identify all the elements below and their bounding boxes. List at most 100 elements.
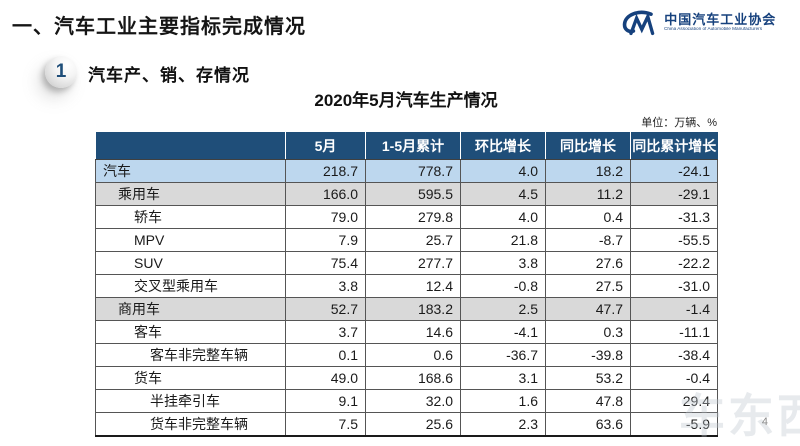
cell-value: 3.7 [285,320,366,344]
cell-value: 4.0 [460,159,546,183]
caam-logo-text: 中国汽车工业协会 China Association of Automobile… [664,11,790,34]
cell-value: -29.1 [630,182,718,206]
cell-value: 2.5 [460,297,546,321]
cell-value: 9.1 [285,389,366,413]
table-row: SUV 75.4 277.7 3.8 27.6 -22.2 [95,251,718,275]
cell-value: 63.6 [545,412,631,437]
production-table-block: 2020年5月汽车生产情况 单位：万辆、% 5月 1-5月累计 环比增长 同比增长 同比… [95,86,718,437]
cell-value: 4.0 [460,205,546,229]
row-label: MPV [95,228,286,252]
table-row: 半挂牵引车 9.1 32.0 1.6 47.8 29.4 [95,389,718,413]
cell-value: 75.4 [285,251,366,275]
cell-value: 14.6 [365,320,461,344]
cell-value: -38.4 [630,343,718,367]
table-row: 交叉型乘用车 3.8 12.4 -0.8 27.5 -31.0 [95,274,718,298]
cell-value: 12.4 [365,274,461,298]
cell-value: 778.7 [365,159,461,183]
cell-value: 27.6 [545,251,631,275]
cell-value: 218.7 [285,159,366,183]
row-label: 乘用车 [95,182,286,206]
cell-value: 183.2 [365,297,461,321]
table-row: 商用车 52.7 183.2 2.5 47.7 -1.4 [95,297,718,321]
row-label: 货车 [95,366,286,390]
table-row: 客车 3.7 14.6 -4.1 0.3 -11.1 [95,320,718,344]
cell-value: 11.2 [545,182,631,206]
row-label: 汽车 [95,159,286,183]
cell-value: -39.8 [545,343,631,367]
cell-value: -24.1 [630,159,718,183]
table-title: 2020年5月汽车生产情况 [314,91,498,110]
cell-value: 168.6 [365,366,461,390]
page-title: 一、汽车工业主要指标完成情况 [12,16,306,38]
cell-value: -0.4 [630,366,718,390]
cell-value: 0.1 [285,343,366,367]
column-header: 1-5月累计 [365,132,461,160]
cell-value: 595.5 [365,182,461,206]
table-header: 5月 1-5月累计 环比增长 同比增长 同比累计增长 [95,132,718,160]
cell-value: 49.0 [285,366,366,390]
cell-value: 47.7 [545,297,631,321]
cell-value: 53.2 [545,366,631,390]
cell-value: 25.7 [365,228,461,252]
caam-cm-icon [623,10,655,36]
unit-label: 单位：万辆、% [641,117,717,129]
row-label: 客车非完整车辆 [95,343,286,367]
cell-value: -4.1 [460,320,546,344]
caam-name-en: China Association of Automobile Manufact… [664,26,763,32]
cell-value: 0.6 [365,343,461,367]
cell-value: -11.1 [630,320,718,344]
cell-value: 0.4 [545,205,631,229]
cell-value: 1.6 [460,389,546,413]
cell-value: 7.9 [285,228,366,252]
cell-value: 25.6 [365,412,461,437]
table-row: 轿车 79.0 279.8 4.0 0.4 -31.3 [95,205,718,229]
column-header: 5月 [285,132,366,160]
table-row: 乘用车 166.0 595.5 4.5 11.2 -29.1 [95,182,718,206]
cell-value: 279.8 [365,205,461,229]
section-number-badge: 1 [45,56,77,88]
cell-value: 52.7 [285,297,366,321]
cell-value: 29.4 [630,389,718,413]
caam-logo: 中国汽车工业协会 China Association of Automobile… [619,8,790,38]
row-label: SUV [95,251,286,275]
cell-value: -31.3 [630,205,718,229]
cell-value: 27.5 [545,274,631,298]
column-header: 环比增长 [460,132,546,160]
cell-value: 277.7 [365,251,461,275]
cell-value: -0.8 [460,274,546,298]
table-row: 货车 49.0 168.6 3.1 53.2 -0.4 [95,366,718,390]
table-row: 货车非完整车辆 7.5 25.6 2.3 63.6 -5.9 [95,412,718,437]
cell-value: 21.8 [460,228,546,252]
cell-value: 18.2 [545,159,631,183]
cell-value: 2.3 [460,412,546,437]
row-label: 轿车 [95,205,286,229]
cell-value: 47.8 [545,389,631,413]
cell-value: 0.3 [545,320,631,344]
table-row: 汽车 218.7 778.7 4.0 18.2 -24.1 [95,159,718,183]
cell-value: -8.7 [545,228,631,252]
cell-value: 32.0 [365,389,461,413]
page-number: 4 [761,416,768,428]
row-label: 客车 [95,320,286,344]
production-table: 5月 1-5月累计 环比增长 同比增长 同比累计增长 汽车 218.7 778.7 4.0 18… [95,132,718,437]
cell-value: -22.2 [630,251,718,275]
cell-value: -31.0 [630,274,718,298]
cell-value: 79.0 [285,205,366,229]
table-row: 客车非完整车辆 0.1 0.6 -36.7 -39.8 -38.4 [95,343,718,367]
column-header-category [95,132,286,160]
cell-value: -1.4 [630,297,718,321]
row-label: 交叉型乘用车 [95,274,286,298]
table-row: MPV 7.9 25.7 21.8 -8.7 -55.5 [95,228,718,252]
caam-name-cn: 中国汽车工业协会 [664,11,777,27]
column-header: 同比累计增长 [630,132,718,160]
cell-value: 3.8 [460,251,546,275]
cell-value: 4.5 [460,182,546,206]
cell-value: 7.5 [285,412,366,437]
cell-value: 166.0 [285,182,366,206]
column-header: 同比增长 [545,132,631,160]
cell-value: -55.5 [630,228,718,252]
cell-value: -36.7 [460,343,546,367]
row-label: 货车非完整车辆 [95,412,286,437]
cell-value: 3.8 [285,274,366,298]
cell-value: 3.1 [460,366,546,390]
